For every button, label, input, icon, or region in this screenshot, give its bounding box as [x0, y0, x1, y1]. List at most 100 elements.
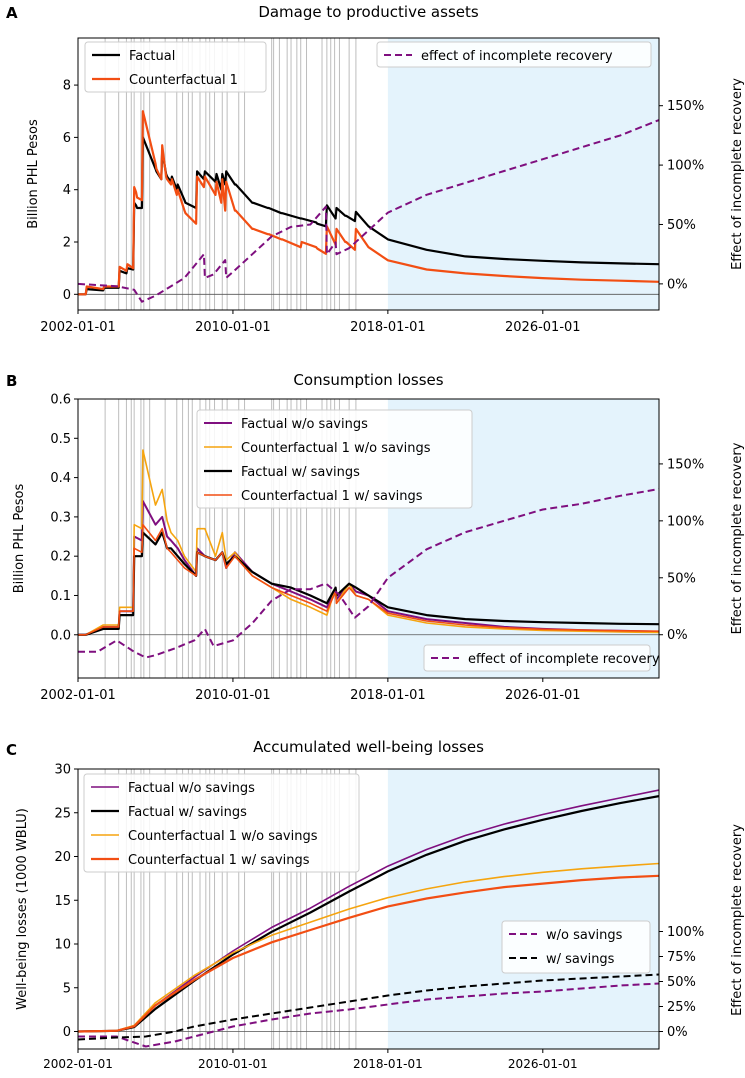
legend-label: effect of incomplete recovery — [421, 49, 613, 64]
series-group — [78, 449, 659, 659]
panel-label: C — [6, 741, 17, 759]
y2-tick-label: 50% — [667, 218, 696, 233]
x-tick-label: 2002-01-01 — [43, 1057, 113, 1071]
legend-label: Factual w/o savings — [128, 781, 255, 796]
legend-label: Factual w/o savings — [241, 417, 368, 432]
plot-frame — [77, 37, 660, 311]
x-tick-label: 2026-01-01 — [508, 1057, 578, 1071]
y2-tick-label: 0% — [667, 277, 688, 292]
series-group — [78, 789, 659, 1048]
y2-axis-label: Effect of incomplete recovery — [730, 442, 745, 634]
legend-frame — [83, 773, 360, 873]
panel-B: B Consumption losses 0.0 0.1 0.2 0.3 0.4 0.5 0.6… — [6, 371, 745, 703]
legend-label: Factual w/ savings — [241, 465, 360, 480]
legend: w/o savings w/ savings — [501, 920, 651, 974]
y2-tick-label: 100% — [667, 925, 704, 940]
legend-label: Counterfactual 1 w/o savings — [128, 829, 318, 844]
series-line — [78, 110, 659, 296]
legend-label: Counterfactual 1 w/ savings — [241, 489, 423, 504]
legend-label: w/o savings — [546, 928, 623, 943]
y-tick-label: 6 — [63, 131, 71, 146]
x-tick-label: 2026-01-01 — [505, 320, 581, 335]
y-tick-label: 10 — [54, 938, 71, 953]
y-tick-label: 8 — [63, 79, 71, 94]
series-line — [78, 523, 659, 636]
x-tick-label: 2002-01-01 — [40, 688, 116, 703]
series-line — [78, 136, 659, 296]
y-tick-label: 0.4 — [50, 471, 71, 486]
legend: Factual w/o savings Factual w/ savings Cou… — [83, 773, 360, 873]
y2-tick-label: 25% — [667, 1000, 696, 1015]
chart-title: Consumption losses — [293, 371, 443, 389]
y2-tick-label: 50% — [667, 571, 696, 586]
series-line — [78, 488, 659, 659]
series-group — [78, 110, 659, 303]
x-tick-label: 2026-01-01 — [505, 688, 581, 703]
y2-axis-label: Effect of incomplete recovery — [730, 78, 745, 270]
y-tick-label: 15 — [54, 894, 71, 909]
y2-tick-label: 50% — [667, 975, 696, 990]
y-tick-label: 2 — [63, 236, 71, 251]
series-line — [78, 862, 659, 1033]
series-line — [78, 982, 659, 1048]
x-tick-label: 2018-01-01 — [353, 1057, 423, 1071]
projection-region — [387, 38, 659, 310]
legend-frame — [501, 920, 651, 974]
y-tick-label: 25 — [54, 806, 71, 821]
y-tick-label: 0.5 — [50, 432, 71, 447]
legend-label: Counterfactual 1 — [129, 73, 238, 88]
y-tick-label: 0 — [63, 288, 71, 303]
legend-label: Factual — [129, 49, 175, 64]
y2-tick-label: 0% — [667, 628, 688, 643]
legend: Factual Counterfactual 1 — [84, 41, 267, 93]
projection-region — [387, 769, 659, 1049]
legend-frame — [84, 41, 267, 93]
y-tick-label: 0.1 — [50, 589, 71, 604]
panel-C: C Accumulated well-being losses 0 5 10 15 20 25… — [6, 738, 745, 1071]
y-tick-label: 0 — [63, 1025, 71, 1040]
legend-label: Factual w/ savings — [128, 805, 247, 820]
y2-tick-label: 100% — [667, 514, 704, 529]
y-tick-label: 0.3 — [50, 510, 71, 525]
y2-tick-label: 75% — [667, 950, 696, 965]
y-tick-label: 4 — [63, 183, 71, 198]
series-line — [78, 119, 659, 303]
y-axis-label: Billion PHL Pesos — [26, 119, 41, 229]
x-tick-label: 2010-01-01 — [198, 1057, 268, 1071]
series-line — [78, 795, 659, 1033]
y-tick-label: 0.6 — [50, 393, 71, 408]
y-tick-label: 5 — [63, 981, 71, 996]
legend: effect of incomplete recovery — [376, 41, 652, 68]
x-tick-label: 2010-01-01 — [195, 688, 271, 703]
panel-label: A — [6, 4, 18, 22]
legend-label: Counterfactual 1 w/o savings — [241, 441, 431, 456]
series-line — [78, 449, 659, 636]
chart-title: Damage to productive assets — [258, 3, 479, 21]
legend-frame — [196, 409, 473, 509]
legend: Factual w/o savings Counterfactual 1 w/o … — [196, 409, 473, 509]
chart-title: Accumulated well-being losses — [253, 738, 484, 756]
x-tick-label: 2002-01-01 — [40, 320, 116, 335]
y2-tick-label: 100% — [667, 159, 704, 174]
plot-frame — [77, 768, 660, 1050]
legend-label: effect of incomplete recovery — [468, 652, 660, 667]
y-tick-label: 0.2 — [50, 550, 71, 565]
x-tick-label: 2010-01-01 — [195, 320, 271, 335]
y-axis-label: Billion PHL Pesos — [12, 484, 27, 594]
series-line — [78, 874, 659, 1033]
legend-label: w/ savings — [546, 952, 615, 967]
y2-tick-label: 0% — [667, 1025, 688, 1040]
legend-frame — [423, 644, 651, 672]
x-tick-label: 2018-01-01 — [350, 688, 426, 703]
panel-label: B — [6, 372, 17, 390]
y-tick-label: 0.0 — [50, 628, 71, 643]
plot-frame — [77, 398, 660, 679]
legend-label: Counterfactual 1 w/ savings — [128, 853, 310, 868]
legend-frame — [376, 41, 652, 68]
y-tick-label: 30 — [54, 763, 71, 778]
x-tick-label: 2018-01-01 — [350, 320, 426, 335]
y2-axis-label: Effect of incomplete recovery — [730, 824, 745, 1016]
y2-tick-label: 150% — [667, 457, 704, 472]
y-axis-label: Well-being losses (1000 WBLU) — [15, 808, 30, 1010]
